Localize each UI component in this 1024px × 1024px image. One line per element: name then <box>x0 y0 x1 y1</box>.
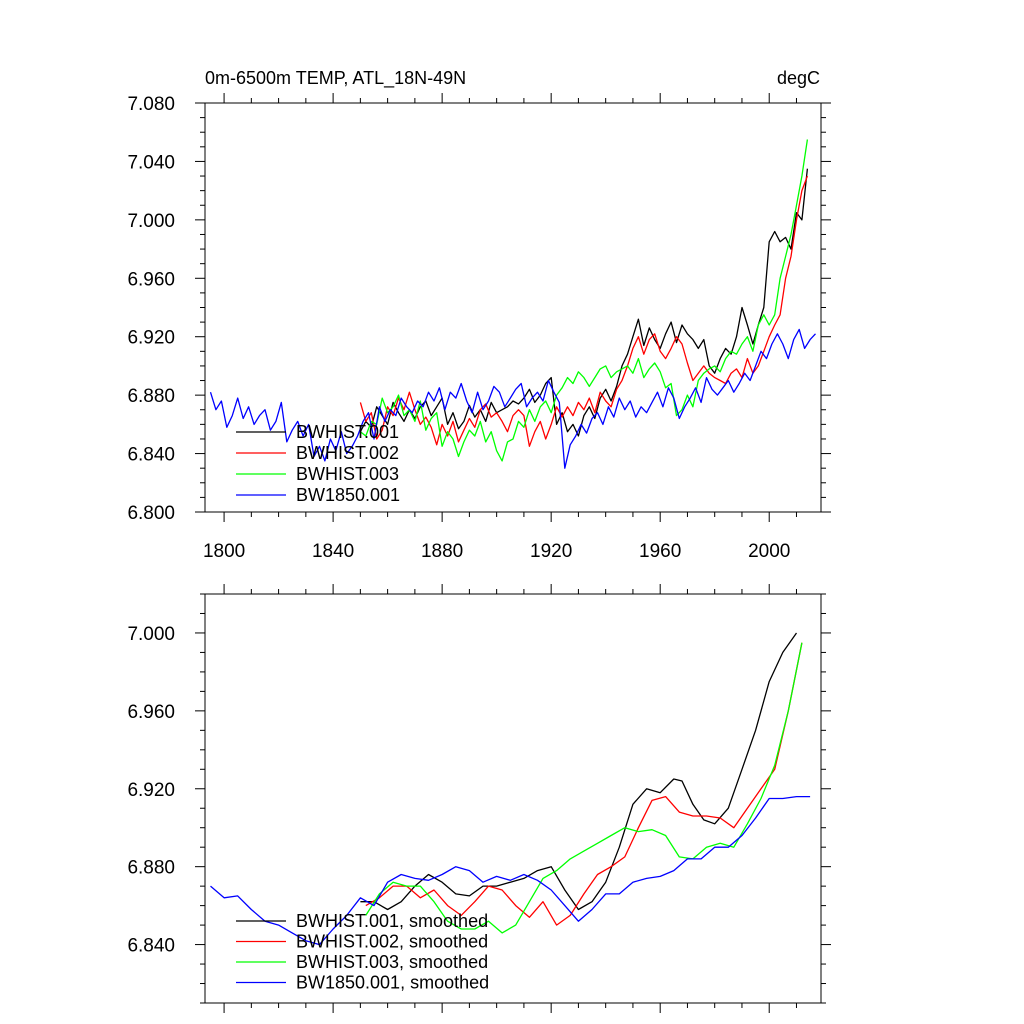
legend-label: BWHIST.002, smoothed <box>296 932 488 952</box>
x-tick-label: 2000 <box>748 541 790 562</box>
legend-label: BWHIST.002 <box>296 443 399 463</box>
series-line-bwhist-001 <box>359 168 809 437</box>
y-tick-label: 7.040 <box>127 152 175 173</box>
series-line-bw1850-001-smoothed <box>210 795 811 946</box>
legend-label: BWHIST.001 <box>296 422 399 442</box>
y-tick-label: 6.960 <box>127 702 175 723</box>
x-tick-label: 1880 <box>421 541 463 562</box>
plot-frame <box>204 102 822 513</box>
x-tick-label: 1800 <box>203 541 245 562</box>
y-tick-label: 6.960 <box>127 269 175 290</box>
legend-label: BWHIST.003 <box>296 464 399 484</box>
y-tick-label: 6.840 <box>127 936 175 957</box>
y-tick-label: 6.920 <box>127 780 175 801</box>
x-tick-label: 1960 <box>639 541 681 562</box>
series-line-bwhist-001-smoothed <box>360 632 798 911</box>
x-tick-label: 1840 <box>312 541 354 562</box>
units-label: degC <box>777 68 820 88</box>
series-line-bwhist-003 <box>359 139 809 462</box>
legend-label: BWHIST.003, smoothed <box>296 952 488 972</box>
y-tick-label: 7.000 <box>127 624 175 645</box>
legend-label: BW1850.001, smoothed <box>296 973 489 993</box>
y-tick-label: 6.880 <box>127 386 175 407</box>
legend-label: BWHIST.001, smoothed <box>296 911 488 931</box>
y-tick-label: 6.920 <box>127 328 175 349</box>
y-tick-label: 7.080 <box>127 94 175 115</box>
y-tick-label: 6.880 <box>127 858 175 879</box>
y-tick-label: 6.840 <box>127 445 175 466</box>
legend-label: BW1850.001 <box>296 485 400 505</box>
chart-title: 0m-6500m TEMP, ATL_18N-49N <box>205 68 466 89</box>
smoothed-temperature-panel: 6.840 6.880 6.920 6.960 7.000 BWHIST.001, sm… <box>127 584 831 1013</box>
plot-frame <box>204 593 822 1004</box>
series-line-bw1850-001 <box>209 328 816 469</box>
x-tick-label: 1920 <box>530 541 572 562</box>
y-tick-label: 6.800 <box>127 503 175 524</box>
raw-temperature-panel: 0m-6500m TEMP, ATL_18N-49N degC 1800 1840… <box>127 68 831 562</box>
y-tick-label: 7.000 <box>127 211 175 232</box>
series-line-bwhist-002-smoothed <box>365 642 803 926</box>
series-line-bwhist-002 <box>359 175 809 447</box>
